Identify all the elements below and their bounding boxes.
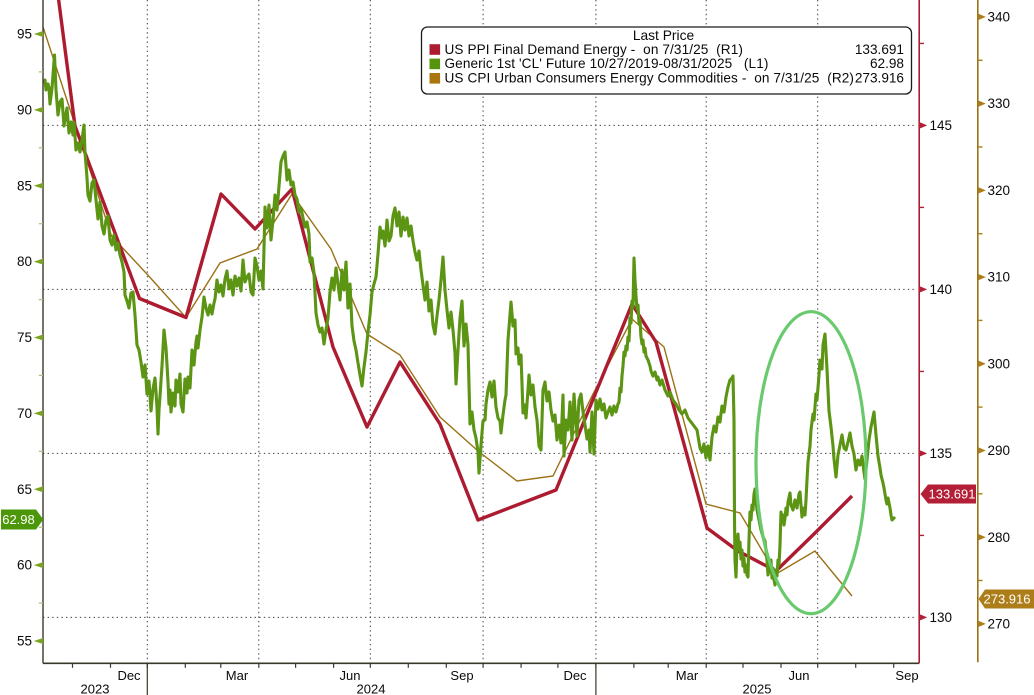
svg-text:Dec: Dec	[563, 668, 587, 683]
svg-text:62.98: 62.98	[2, 512, 35, 527]
svg-text:US CPI Urban Consumers Energy: US CPI Urban Consumers Energy Commoditie…	[445, 71, 855, 86]
svg-text:Jun: Jun	[340, 668, 361, 683]
svg-text:310: 310	[988, 270, 1011, 285]
svg-text:133.691: 133.691	[929, 487, 976, 502]
svg-text:Mar: Mar	[676, 668, 699, 683]
svg-text:60: 60	[17, 558, 32, 573]
svg-text:Last Price: Last Price	[633, 28, 695, 43]
svg-text:95: 95	[17, 27, 32, 42]
svg-text:133.691: 133.691	[855, 42, 904, 57]
svg-text:273.916: 273.916	[855, 71, 904, 86]
svg-text:70: 70	[17, 406, 32, 421]
svg-text:Mar: Mar	[226, 668, 249, 683]
svg-text:62.98: 62.98	[870, 56, 904, 71]
svg-text:320: 320	[988, 183, 1011, 198]
svg-text:145: 145	[930, 118, 953, 133]
svg-text:US PPI Final Demand Energy -: US PPI Final Demand Energy - on 7/31/25 …	[445, 42, 744, 57]
svg-text:85: 85	[17, 178, 32, 193]
svg-text:280: 280	[988, 530, 1011, 545]
svg-text:Jun: Jun	[789, 668, 810, 683]
svg-text:Sep: Sep	[895, 668, 918, 683]
svg-text:65: 65	[17, 482, 32, 497]
svg-text:340: 340	[988, 10, 1011, 25]
svg-text:55: 55	[17, 634, 32, 649]
svg-text:130: 130	[930, 610, 953, 625]
svg-text:75: 75	[17, 330, 32, 345]
svg-text:270: 270	[988, 617, 1011, 632]
svg-text:2025: 2025	[743, 682, 772, 695]
svg-text:80: 80	[17, 254, 32, 269]
svg-text:273.916: 273.916	[984, 592, 1031, 607]
svg-text:Dec: Dec	[117, 668, 141, 683]
svg-text:330: 330	[988, 96, 1011, 111]
svg-text:2024: 2024	[357, 682, 386, 695]
svg-text:Sep: Sep	[450, 668, 473, 683]
svg-text:300: 300	[988, 356, 1011, 371]
svg-text:140: 140	[930, 282, 953, 297]
svg-text:2023: 2023	[81, 682, 110, 695]
svg-text:90: 90	[17, 103, 32, 118]
svg-text:Generic 1st 'CL' Future 10/27/: Generic 1st 'CL' Future 10/27/2019-08/31…	[445, 56, 769, 71]
svg-text:290: 290	[988, 443, 1011, 458]
svg-text:135: 135	[930, 446, 953, 461]
